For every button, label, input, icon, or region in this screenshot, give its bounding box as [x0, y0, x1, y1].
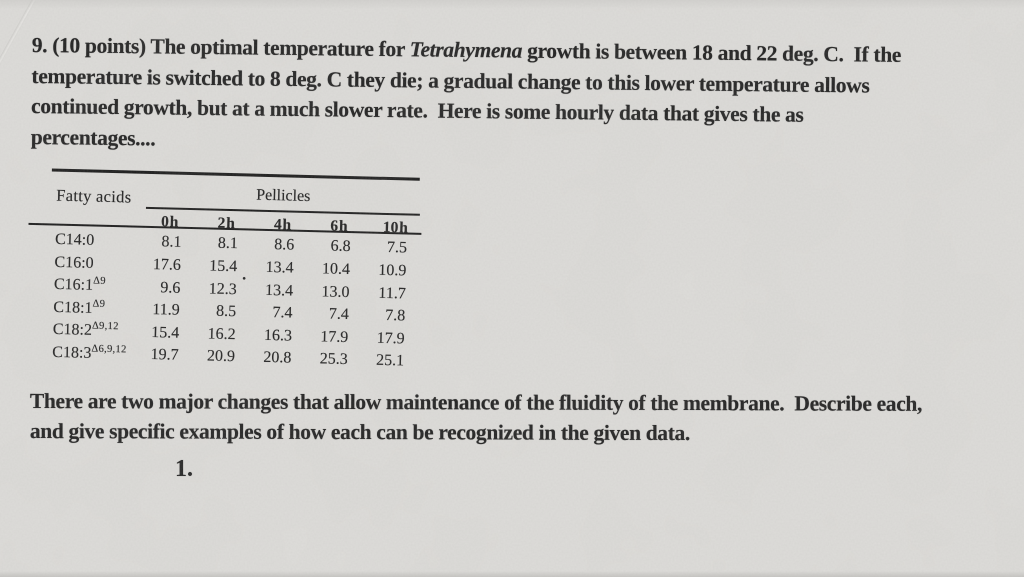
table-cell: 20.8 — [263, 349, 292, 367]
table-cell: 6.8 — [330, 237, 351, 256]
fatty-acids-table: Fatty acids Pellicles 0 h 2 h 4 h 6 h 10… — [28, 165, 425, 390]
table-cell: 25.1 — [375, 352, 405, 370]
table-cell: 8.1 — [161, 233, 182, 252]
question-line-1-post: growth is between 18 and 22 deg. C. If t… — [521, 38, 902, 67]
table-cell: 8.5 — [215, 302, 237, 321]
row-label: C14:0 — [31, 229, 141, 251]
question-paragraph: 9. (10 points) The optimal temperature f… — [31, 30, 902, 162]
row-label-text: C16:1 — [53, 276, 94, 295]
pellicles-group-header: Pellicles — [255, 186, 311, 206]
row-label-sup: Δ9,12 — [91, 320, 119, 333]
table-cell: 9.6 — [160, 278, 181, 297]
table-cell: 7.8 — [385, 307, 406, 325]
row-label-text: C14:0 — [54, 230, 95, 249]
row-label-sup: Δ9 — [92, 298, 106, 310]
scan-edge-shadow-top — [0, 0, 1024, 9]
row-label: C16:0 — [30, 252, 140, 274]
table-cell: 11.7 — [378, 284, 407, 302]
row-header-label: Fatty acids — [56, 185, 132, 207]
table-cell: 7.4 — [272, 304, 293, 322]
row-label: C18:2Δ9,12 — [29, 319, 139, 341]
table-body: C14:0 8.1 8.1 8.6 6.8 7.5 C16:0 17.6 15.… — [28, 229, 423, 374]
table-cell: 20.9 — [206, 347, 236, 366]
row-label-sup: Δ9 — [93, 275, 106, 288]
table-cell: 7.4 — [328, 305, 350, 324]
table-cell: 17.9 — [376, 329, 405, 348]
row-label: C16:1Δ9 — [30, 274, 140, 296]
table-cell: 13.4 — [264, 281, 294, 300]
closing-line-2: and give specific examples of how each c… — [29, 418, 691, 446]
table-cell: 16.3 — [263, 326, 293, 345]
row-label-sup: Δ6,9,12 — [91, 343, 127, 356]
row-label-text: C18:1 — [53, 298, 93, 317]
table-cell: 10.4 — [321, 260, 351, 278]
stray-ink-dot: . — [242, 266, 247, 284]
question-line-1-pre: 9. (10 points) The optimal temperature f… — [31, 32, 410, 62]
table-top-rule — [51, 168, 420, 181]
table-cell: 8.6 — [274, 236, 295, 254]
table-cell: 25.3 — [319, 350, 348, 369]
table-cell: 7.5 — [386, 239, 408, 257]
table-cell: 17.9 — [320, 328, 349, 346]
table-cell: 13.0 — [321, 282, 350, 301]
table-cell: 17.6 — [152, 255, 182, 274]
tetrahymena-italic-text: Tetrahymena — [409, 37, 523, 63]
answer-item-1-label: 1. — [175, 456, 193, 482]
row-label: C18:1Δ9 — [29, 297, 139, 319]
row-label-text: C18:3 — [52, 343, 92, 362]
table-cell: 13.4 — [265, 258, 294, 277]
table-cell: 10.9 — [378, 261, 407, 280]
row-label-text: C18:2 — [52, 321, 93, 340]
table-cell: 16.2 — [207, 325, 236, 343]
table-cell: 8.1 — [217, 235, 239, 253]
table-cell: 11.9 — [152, 301, 180, 319]
table-cell: 15.4 — [150, 323, 180, 342]
row-label-text: C16:0 — [54, 253, 94, 272]
scan-edge-shadow-bottom — [0, 571, 1024, 577]
table-cell: 19.7 — [150, 346, 179, 365]
closing-line-1: There are two major changes that allow m… — [29, 389, 923, 416]
closing-paragraph: There are two major changes that allow m… — [30, 386, 922, 449]
row-label: C18:3Δ6,9,12 — [28, 342, 138, 364]
